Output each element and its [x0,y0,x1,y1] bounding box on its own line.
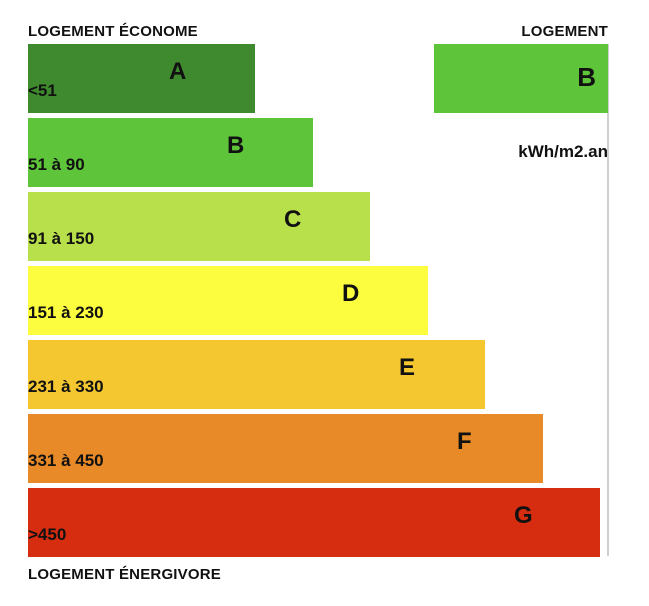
energy-bar-range: 151 à 230 [28,303,104,322]
energy-bar-c: 91 à 150 C [28,192,370,261]
energy-bar-range: 91 à 150 [28,229,95,248]
divider-line [607,44,609,556]
energy-bar-g: >450 G [28,488,600,557]
energy-bar-range: 331 à 450 [28,451,104,470]
top-left-caption: LOGEMENT ÉCONOME [28,23,198,40]
energy-bar-range: <51 [28,81,57,100]
current-class-arrow: B [434,44,608,113]
top-right-caption: LOGEMENT [521,23,608,40]
energy-bar-letter: F [457,428,472,455]
energy-bar-e: 231 à 330 E [28,340,485,409]
current-class-letter: B [577,62,596,92]
energy-bar-f: 331 à 450 F [28,414,543,483]
energy-bar-letter: C [284,206,302,233]
energy-bar-a: <51 A [28,44,255,113]
energy-bar-b: 51 à 90 B [28,118,313,187]
energy-bar-letter: B [227,132,245,159]
energy-bar-letter: D [342,280,360,307]
bottom-left-caption: LOGEMENT ÉNERGIVORE [28,566,221,583]
energy-bar-range: 231 à 330 [28,377,104,396]
energy-bar-d: 151 à 230 D [28,266,428,335]
unit-label: kWh/m2.an [518,142,608,161]
energy-bar-letter: A [169,58,187,85]
energy-bar-letter: G [514,502,533,529]
energy-bar-range: 51 à 90 [28,155,85,174]
energy-bar-letter: E [399,354,416,381]
energy-bar-range: >450 [28,525,67,544]
